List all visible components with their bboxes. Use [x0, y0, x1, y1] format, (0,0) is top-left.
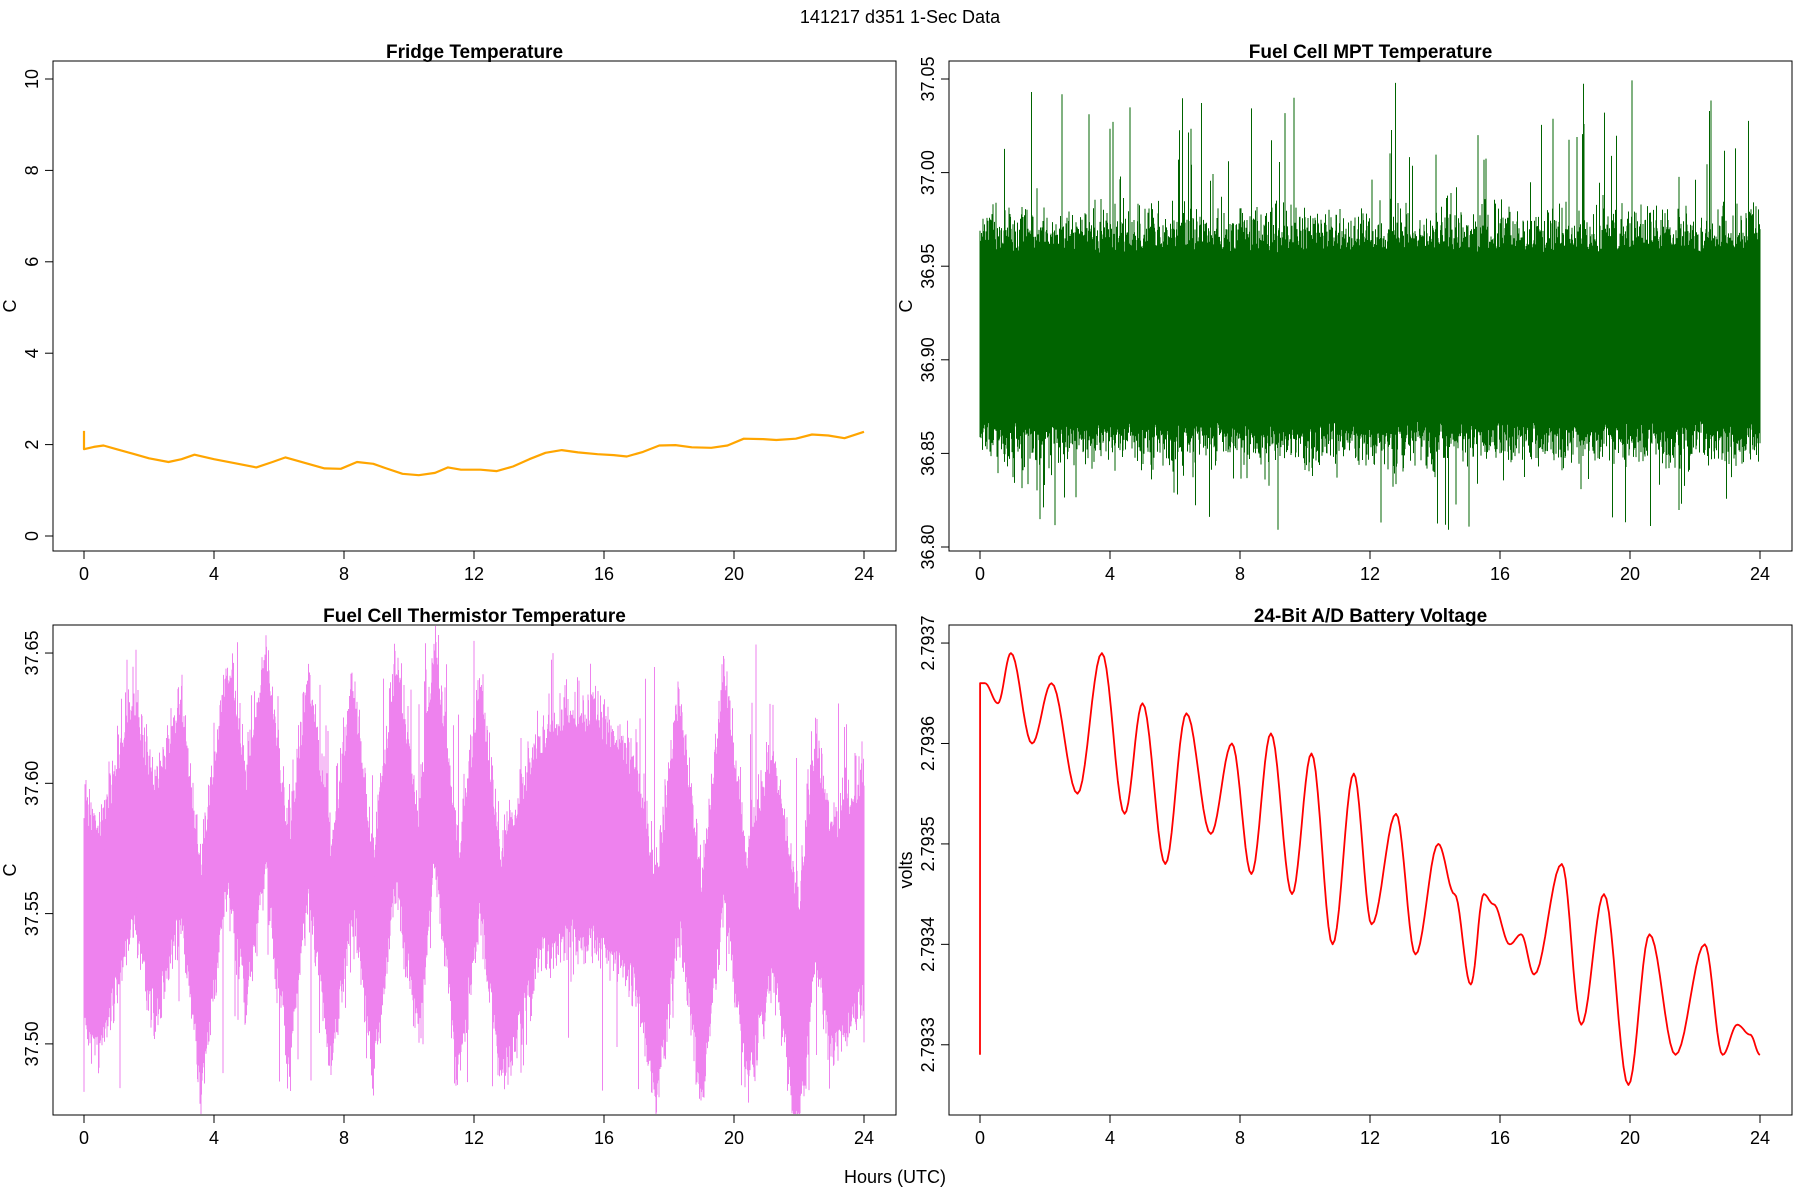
y-tick-label: 37.05 [918, 56, 938, 101]
panel-title: Fuel Cell Thermistor Temperature [323, 606, 626, 627]
x-tick-label: 0 [79, 564, 89, 584]
y-tick-label: 2.7937 [918, 616, 938, 671]
x-tick-label: 24 [1750, 1128, 1770, 1148]
panel-title: Fridge Temperature [386, 42, 563, 63]
y-axis-label: volts [896, 851, 916, 888]
x-tick-label: 24 [854, 564, 874, 584]
x-tick-label: 4 [1105, 1128, 1115, 1148]
plot-area [83, 626, 865, 1114]
y-tick-label: 37.50 [22, 1021, 42, 1066]
x-tick-label: 16 [1490, 1128, 1510, 1148]
x-tick-label: 8 [339, 564, 349, 584]
y-tick-label: 4 [22, 348, 42, 358]
x-tick-label: 0 [975, 1128, 985, 1148]
y-tick-label: 2 [22, 440, 42, 450]
x-tick-label: 12 [464, 564, 484, 584]
x-tick-label: 12 [464, 1128, 484, 1148]
panel-title: Fuel Cell MPT Temperature [1249, 42, 1493, 63]
x-tick-label: 4 [209, 1128, 219, 1148]
figure-title: 141217 d351 1-Sec Data [800, 7, 1001, 27]
x-tick-label: 16 [594, 1128, 614, 1148]
x-tick-label: 12 [1360, 1128, 1380, 1148]
y-tick-label: 6 [22, 257, 42, 267]
x-tick-label: 20 [1620, 1128, 1640, 1148]
x-tick-label: 12 [1360, 564, 1380, 584]
x-tick-label: 4 [1105, 564, 1115, 584]
y-tick-label: 36.95 [918, 244, 938, 289]
y-tick-label: 37.65 [22, 631, 42, 676]
figure-xlabel: Hours (UTC) [844, 1167, 946, 1187]
y-tick-label: 2.7935 [918, 816, 938, 871]
y-tick-label: 37.60 [22, 761, 42, 806]
plot-area [979, 652, 1761, 1086]
plot-area [82, 430, 865, 477]
x-tick-label: 8 [339, 1128, 349, 1148]
series-core [84, 671, 864, 1083]
series-core [980, 269, 1760, 405]
panel-fuel-cell-mpt-temperature: Fuel Cell MPT Temperature C 0 4 8 12 16 20 24 36.… [896, 42, 1793, 584]
y-tick-label: 37.55 [22, 891, 42, 936]
y-tick-label: 0 [22, 531, 42, 541]
x-tick-label: 20 [724, 564, 744, 584]
x-tick-label: 24 [1750, 564, 1770, 584]
panel-fuel-cell-thermistor-temperature: Fuel Cell Thermistor Temperature C 0 4 8 12 16… [0, 606, 897, 1148]
y-tick-label: 36.90 [918, 337, 938, 382]
x-tick-label: 16 [1490, 564, 1510, 584]
x-tick-label: 0 [79, 1128, 89, 1148]
y-tick-label: 2.7933 [918, 1017, 938, 1072]
y-axis-label: C [0, 864, 20, 877]
x-tick-label: 8 [1235, 564, 1245, 584]
x-tick-label: 0 [975, 564, 985, 584]
y-tick-label: 10 [22, 69, 42, 89]
plot-area [979, 80, 1761, 530]
series-line [979, 652, 1761, 1086]
x-tick-label: 16 [594, 564, 614, 584]
series-line [82, 430, 865, 477]
y-tick-label: 8 [22, 165, 42, 175]
x-tick-label: 24 [854, 1128, 874, 1148]
panel-title: 24-Bit A/D Battery Voltage [1254, 606, 1487, 627]
y-tick-label: 36.85 [918, 431, 938, 476]
y-axis-label: C [0, 300, 20, 313]
y-tick-label: 36.80 [918, 524, 938, 569]
y-tick-label: 2.7936 [918, 716, 938, 771]
x-tick-label: 4 [209, 564, 219, 584]
x-tick-label: 20 [1620, 564, 1640, 584]
y-tick-label: 2.7934 [918, 917, 938, 972]
y-tick-label: 37.00 [918, 150, 938, 195]
x-tick-label: 8 [1235, 1128, 1245, 1148]
panel-battery-voltage: 24-Bit A/D Battery Voltage volts 0 4 8 12 16 20… [896, 606, 1793, 1148]
x-tick-label: 20 [724, 1128, 744, 1148]
y-axis-label: C [896, 300, 916, 313]
